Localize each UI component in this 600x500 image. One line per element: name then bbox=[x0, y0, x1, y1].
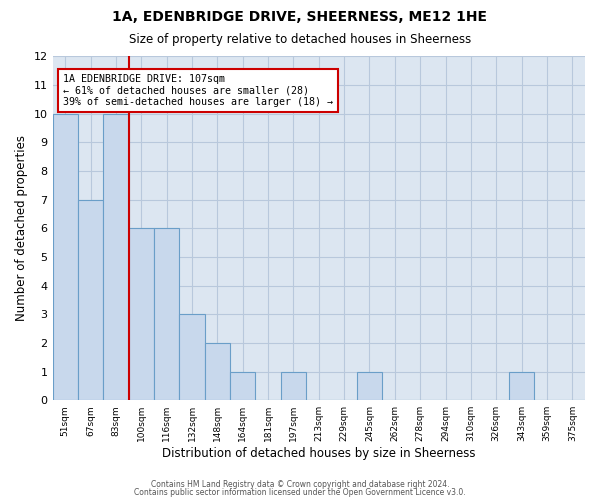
Bar bbox=[154, 228, 179, 400]
Text: Contains HM Land Registry data © Crown copyright and database right 2024.: Contains HM Land Registry data © Crown c… bbox=[151, 480, 449, 489]
Text: Size of property relative to detached houses in Sheerness: Size of property relative to detached ho… bbox=[129, 32, 471, 46]
Text: 1A, EDENBRIDGE DRIVE, SHEERNESS, ME12 1HE: 1A, EDENBRIDGE DRIVE, SHEERNESS, ME12 1H… bbox=[113, 10, 487, 24]
Bar bbox=[357, 372, 382, 400]
Bar bbox=[230, 372, 256, 400]
Bar bbox=[128, 228, 154, 400]
Bar bbox=[281, 372, 306, 400]
Text: Contains public sector information licensed under the Open Government Licence v3: Contains public sector information licen… bbox=[134, 488, 466, 497]
Bar bbox=[509, 372, 534, 400]
Y-axis label: Number of detached properties: Number of detached properties bbox=[15, 136, 28, 322]
Bar bbox=[53, 114, 78, 400]
X-axis label: Distribution of detached houses by size in Sheerness: Distribution of detached houses by size … bbox=[162, 447, 476, 460]
Text: 1A EDENBRIDGE DRIVE: 107sqm
← 61% of detached houses are smaller (28)
39% of sem: 1A EDENBRIDGE DRIVE: 107sqm ← 61% of det… bbox=[63, 74, 333, 107]
Bar bbox=[103, 114, 128, 400]
Bar bbox=[205, 343, 230, 400]
Bar bbox=[78, 200, 103, 400]
Bar bbox=[179, 314, 205, 400]
